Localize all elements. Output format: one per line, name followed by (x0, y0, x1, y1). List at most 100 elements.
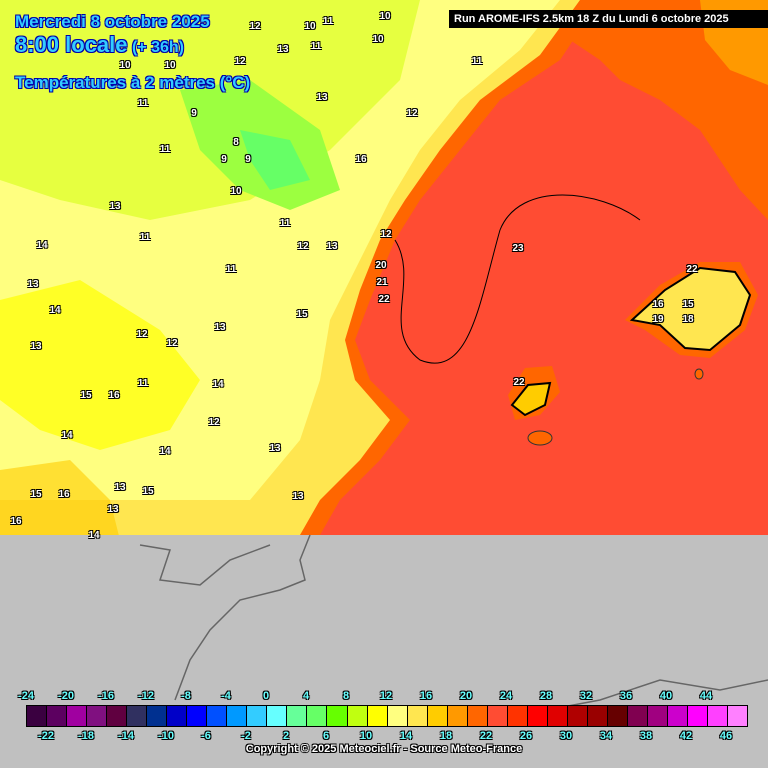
temperature-label: 16 (58, 489, 70, 500)
legend-tick: 28 (539, 690, 553, 702)
legend-tick: 38 (639, 730, 653, 742)
legend-swatch (67, 706, 88, 726)
legend-swatch (567, 706, 588, 726)
temperature-label: 13 (269, 443, 281, 454)
legend-tick: -2 (241, 730, 251, 742)
legend-tick: 44 (699, 690, 713, 702)
legend-swatch (187, 706, 208, 726)
legend-tick: 30 (559, 730, 573, 742)
temperature-label: 13 (292, 491, 304, 502)
temperature-label: 22 (686, 264, 698, 275)
legend-swatch (507, 706, 528, 726)
legend-tick: 34 (599, 730, 613, 742)
legend-swatch (107, 706, 128, 726)
forecast-date: Mercredi 8 octobre 2025 (15, 12, 210, 31)
legend-swatch (547, 706, 568, 726)
legend-tick: 42 (679, 730, 693, 742)
legend-swatch (407, 706, 428, 726)
temperature-label: 10 (379, 11, 391, 22)
legend-tick: 40 (659, 690, 673, 702)
temperature-label: 14 (49, 305, 61, 316)
temperature-label: 15 (30, 489, 42, 500)
legend-tick: -16 (98, 690, 114, 702)
color-legend (26, 705, 748, 727)
mallorca (629, 266, 752, 352)
south-land-patch (0, 460, 120, 548)
legend-swatch (688, 706, 709, 726)
legend-tick: 24 (499, 690, 513, 702)
temperature-label: 11 (471, 56, 483, 67)
forecast-time: 8:00 locale (+ 36h) (15, 32, 184, 57)
temperature-label: 10 (304, 21, 316, 32)
temperature-label: 13 (316, 92, 328, 103)
legend-swatch (387, 706, 408, 726)
legend-swatch (627, 706, 648, 726)
temperature-label: 11 (225, 264, 237, 275)
ibiza (510, 381, 552, 417)
temperature-label: 15 (682, 299, 694, 310)
isotherm-23 (394, 194, 641, 364)
copyright: Copyright © 2025 Meteociel.fr - Source M… (245, 743, 523, 755)
legend-swatch (728, 706, 748, 726)
legend-tick: -14 (118, 730, 134, 742)
legend-swatch (668, 706, 689, 726)
run-info: Run AROME-IFS 2.5km 18 Z du Lundi 6 octo… (449, 10, 768, 28)
legend-swatch (167, 706, 188, 726)
legend-swatch (247, 706, 268, 726)
legend-swatch (647, 706, 668, 726)
legend-tick: 0 (262, 690, 270, 702)
temperature-label: 23 (512, 243, 524, 254)
temperature-label: 12 (208, 417, 220, 428)
field-title: Températures à 2 mètres (°C) (15, 73, 251, 92)
legend-tick: -18 (78, 730, 94, 742)
temperature-label: 11 (159, 144, 171, 155)
legend-tick: -8 (181, 690, 191, 702)
legend-swatch (127, 706, 148, 726)
temperature-label: 11 (137, 98, 149, 109)
temperature-label: 14 (61, 430, 73, 441)
formentera (527, 430, 553, 446)
temperature-label: 15 (142, 486, 154, 497)
temperature-label: 13 (214, 322, 226, 333)
temperature-label: 10 (119, 60, 131, 71)
temperature-label: 14 (212, 379, 224, 390)
temperature-label: 11 (310, 41, 322, 52)
temperature-label: 9 (245, 154, 251, 165)
legend-tick: 12 (379, 690, 393, 702)
legend-swatch (47, 706, 68, 726)
legend-swatch (227, 706, 248, 726)
temperature-label: 12 (380, 229, 392, 240)
legend-tick: 32 (579, 690, 593, 702)
temperature-label: 8 (233, 137, 239, 148)
legend-swatch (427, 706, 448, 726)
temperature-label: 10 (164, 60, 176, 71)
temperature-label: 14 (36, 240, 48, 251)
temperature-label: 15 (80, 390, 92, 401)
temperature-label: 15 (296, 309, 308, 320)
legend-swatch (367, 706, 388, 726)
legend-tick: -20 (58, 690, 74, 702)
legend-tick: 26 (519, 730, 533, 742)
temperature-label: 19 (652, 314, 664, 325)
legend-swatch (527, 706, 548, 726)
legend-swatch (447, 706, 468, 726)
temperature-label: 16 (355, 154, 367, 165)
temperature-label: 20 (375, 260, 387, 271)
temperature-label: 12 (234, 56, 246, 67)
legend-swatch (87, 706, 108, 726)
legend-tick: -10 (158, 730, 174, 742)
temperature-label: 9 (221, 154, 227, 165)
legend-tick: 36 (619, 690, 633, 702)
temperature-label: 12 (297, 241, 309, 252)
legend-tick: 14 (399, 730, 413, 742)
legend-tick: 46 (719, 730, 733, 742)
temperature-label: 16 (10, 516, 22, 527)
temperature-label: 12 (166, 338, 178, 349)
coldest-highlands (240, 130, 310, 190)
temperature-label: 12 (136, 329, 148, 340)
legend-tick: 2 (282, 730, 290, 742)
legend-swatch (287, 706, 308, 726)
temperature-label: 12 (249, 21, 261, 32)
legend-swatch (327, 706, 348, 726)
